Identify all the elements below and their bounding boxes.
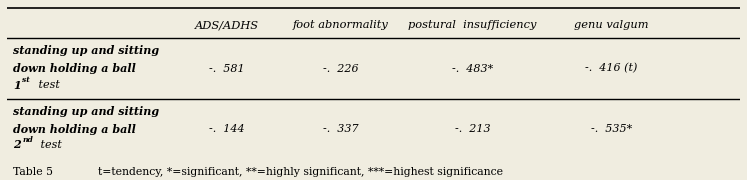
Text: test: test [37, 140, 62, 150]
Text: t=tendency, *=significant, **=highly significant, ***=highest significance: t=tendency, *=significant, **=highly sig… [98, 167, 503, 177]
Text: nd: nd [22, 136, 33, 144]
Text: 1: 1 [13, 80, 21, 91]
Text: foot abnormality: foot abnormality [293, 20, 388, 30]
Text: 2: 2 [13, 139, 21, 150]
Text: standing up and sitting: standing up and sitting [13, 45, 159, 56]
Text: -.  416 (t): -. 416 (t) [585, 63, 638, 74]
Text: Table 5: Table 5 [13, 167, 53, 177]
Text: -.  483*: -. 483* [452, 64, 493, 74]
Text: genu valgum: genu valgum [574, 20, 648, 30]
Text: -.  535*: -. 535* [591, 124, 632, 134]
Text: postural  insufficiency: postural insufficiency [408, 20, 536, 30]
Text: st: st [22, 76, 30, 84]
Text: -.  213: -. 213 [454, 124, 490, 134]
Text: -.  581: -. 581 [209, 64, 245, 74]
Text: -.  337: -. 337 [323, 124, 359, 134]
Text: standing up and sitting: standing up and sitting [13, 106, 159, 117]
Text: down holding a ball: down holding a ball [13, 124, 136, 135]
Text: -.  144: -. 144 [209, 124, 245, 134]
Text: test: test [35, 80, 61, 90]
Text: down holding a ball: down holding a ball [13, 63, 136, 74]
Text: -.  226: -. 226 [323, 64, 359, 74]
Text: ADS/ADHS: ADS/ADHS [195, 20, 259, 30]
